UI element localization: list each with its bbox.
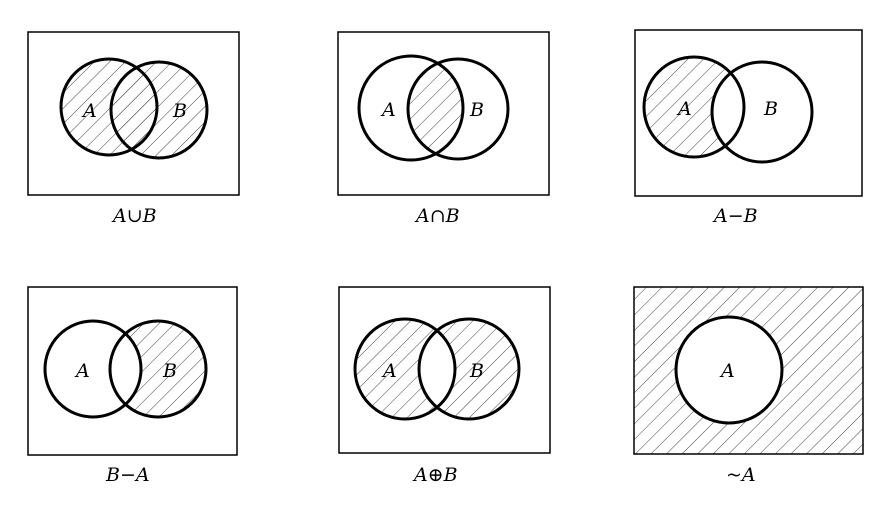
set-b-circle [417,317,521,421]
set-a-circle [674,315,784,425]
set-a-circle [353,317,457,421]
symmetric-difference-caption: A⊕B [412,464,458,486]
set-b-label: B [469,360,484,382]
complement-caption: ~A [726,464,756,486]
b-minus-a-caption: B−A [105,464,150,486]
a-minus-b-shading [600,0,895,250]
set-a-circle [357,54,465,162]
set-a-label: A [81,100,97,122]
set-a-label: A [74,360,90,382]
intersection-caption: A∩B [414,205,460,227]
venn-b-minus-a-panel: A B B−A [0,260,300,520]
set-b-circle [108,319,208,419]
universe-box [337,31,550,196]
set-b-label: B [763,98,778,120]
set-a-label: A [719,360,735,382]
intersection-shading [408,59,463,159]
b-minus-a-shading [0,260,300,520]
venn-complement-panel: A ~A [633,286,864,486]
set-a-circle [43,319,143,419]
venn-a-minus-b-panel: A B A−B [600,0,895,250]
union-shading [61,59,207,158]
a-minus-b-caption: A−B [712,205,758,227]
set-a-label: A [380,99,396,121]
set-a-circle [642,55,746,159]
set-a-label: A [676,98,692,120]
union-caption: A∪B [111,205,157,227]
complement-shading [634,287,863,454]
venn-intersection-panel: A B A∩B [337,31,550,227]
symmetric-difference-shading [320,260,600,520]
venn-symmetric-difference-panel: A B A⊕B [320,260,600,520]
set-b-label: B [172,100,187,122]
set-a-label: A [381,360,397,382]
set-b-label: B [162,360,177,382]
set-b-circle [406,57,510,161]
set-b-circle [710,60,814,164]
set-b-circle [109,60,209,160]
set-b-label: B [469,99,484,121]
universe-box [633,286,864,455]
venn-union-panel: A B A∪B [27,31,240,227]
set-a-circle [59,57,159,157]
universe-box [27,31,240,196]
